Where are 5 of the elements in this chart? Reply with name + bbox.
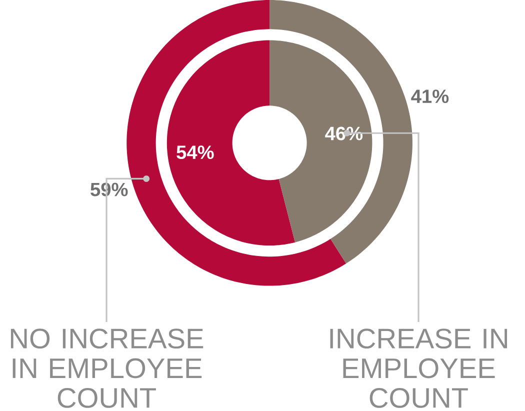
data-label: 54% [176,145,214,159]
slice-label: NO INCREASE IN EMPLOYEE COUNT [10,328,204,408]
data-label: 59% [90,182,128,196]
slice-label: INCREASE IN EMPLOYEE COUNT [330,328,507,408]
data-label: 41% [411,89,449,103]
